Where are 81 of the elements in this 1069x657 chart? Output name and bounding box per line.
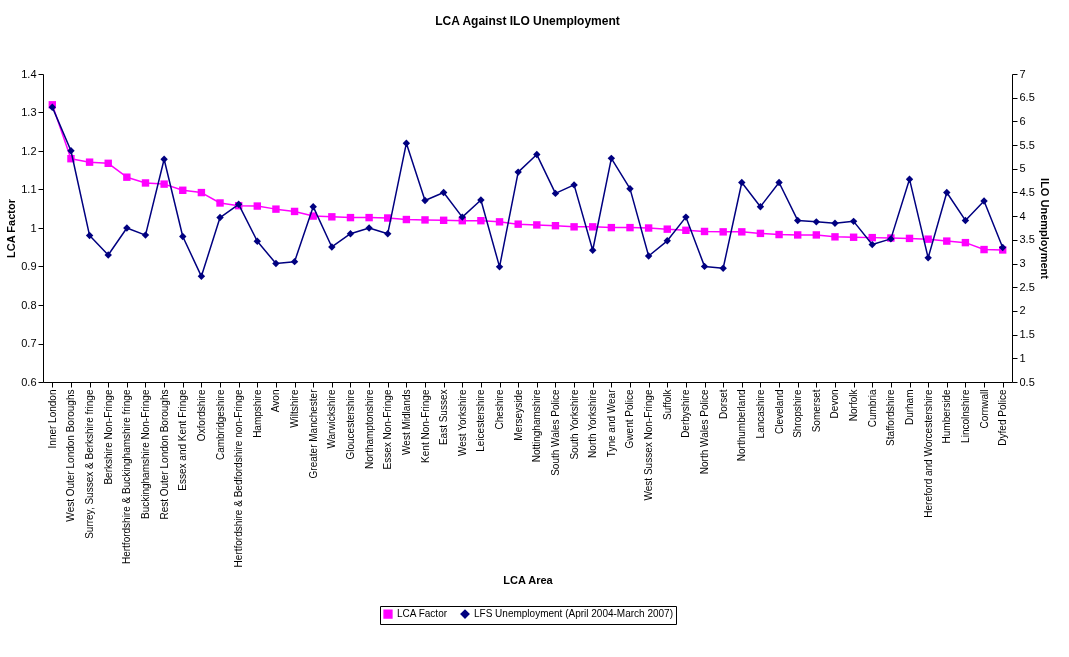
legend-label: LCA Factor xyxy=(397,608,448,620)
y2-tick-label: 1.5 xyxy=(1019,328,1035,341)
x-tick-label: Northumberland xyxy=(736,389,748,462)
legend-label: LFS Unemployment (April 2004-March 2007) xyxy=(474,608,673,620)
x-tick-label: Rest Outer London Boroughs xyxy=(158,389,170,520)
x-tick-label: Wiltshire xyxy=(289,389,301,428)
y2-tick-label: 4 xyxy=(1019,209,1026,222)
x-tick-label: Northamptonshire xyxy=(363,389,375,469)
x-tick-label: Gloucestershire xyxy=(344,389,356,460)
x-tick-label: Cleveland xyxy=(773,389,785,434)
x-tick-label: Tyne and Wear xyxy=(605,388,617,458)
x-tick-label: Leicestershire xyxy=(475,389,487,452)
y2-tick-label: 5.5 xyxy=(1019,138,1035,151)
x-tick-label: Hertfordshire & Buckinghamshire fringe xyxy=(121,389,133,565)
y-tick-label: 1.3 xyxy=(21,106,37,118)
x-tick-label: Avon xyxy=(270,389,282,413)
x-tick-label: South Yorkshire xyxy=(568,389,580,460)
x-tick-label: Hereford and Worcestershire xyxy=(922,389,934,518)
x-tick-label: Greater Manchester xyxy=(307,388,319,479)
x-tick-label: Derbyshire xyxy=(680,389,692,438)
x-tick-label: Nottinghamshire xyxy=(531,389,543,463)
y2-tick-label: 0.5 xyxy=(1019,375,1035,388)
y2-tick-label: 6 xyxy=(1019,114,1026,127)
x-tick-label: West Yorkshire xyxy=(456,389,468,457)
x-tick-label: Hertfordshire & Bedfordshire non-Fringe xyxy=(233,389,245,568)
x-tick-label: Shropshire xyxy=(792,389,804,438)
y2-tick-label: 2 xyxy=(1019,304,1026,317)
x-tick-label: Merseyside xyxy=(512,389,524,441)
x-tick-label: Lancashire xyxy=(754,389,766,439)
y-tick-label: 1 xyxy=(30,221,37,234)
x-tick-label: Berkshire Non-Fringe xyxy=(102,389,114,485)
x-tick-label: Dorset xyxy=(717,389,729,419)
x-tick-label: West Outer London Boroughs xyxy=(65,389,77,522)
x-tick-label: South Wales Police xyxy=(549,389,561,476)
x-tick-label: Hampshire xyxy=(251,389,263,438)
y2-axis-title: ILO Unemployment xyxy=(1038,178,1051,280)
x-tick-label: Surrey, Sussex & Berkshire fringe xyxy=(84,389,96,539)
chart-title: LCA Against ILO Unemployment xyxy=(435,14,620,28)
y-tick-label: 0.6 xyxy=(21,375,37,388)
x-tick-label: West Sussex Non-Fringe xyxy=(643,389,655,501)
x-tick-label: Durham xyxy=(904,389,916,426)
x-tick-label: Inner London xyxy=(46,389,58,449)
y2-tick-label: 3.5 xyxy=(1019,233,1035,246)
x-tick-label: Essex Non-Fringe xyxy=(382,389,394,470)
x-tick-label: West Midlands xyxy=(400,389,412,455)
x-tick-label: Kent Non-Fringe xyxy=(419,389,431,463)
y2-tick-label: 7 xyxy=(1019,67,1026,80)
x-tick-label: Cambridgeshire xyxy=(214,389,226,461)
x-tick-label: Gwent Police xyxy=(624,389,636,449)
y-tick-label: 1.1 xyxy=(21,183,37,195)
x-tick-label: Suffolk xyxy=(661,388,673,420)
x-tick-label: Lincolnshire xyxy=(959,389,971,443)
x-tick-label: Oxfordshire xyxy=(195,389,207,442)
y2-tick-label: 5 xyxy=(1019,162,1026,175)
x-tick-label: Norfolk xyxy=(848,388,860,422)
y2-tick-label: 2.5 xyxy=(1019,280,1035,293)
x-tick-label: Cumbria xyxy=(866,389,878,428)
y-tick-label: 0.9 xyxy=(21,260,37,272)
x-tick-label: Devon xyxy=(829,389,841,419)
x-tick-label: Somerset xyxy=(810,389,822,433)
y2-tick-label: 4.5 xyxy=(1019,185,1035,198)
x-tick-label: Staffordshire xyxy=(885,389,897,447)
x-tick-label: Humberside xyxy=(941,389,953,444)
x-tick-label: Dyfed Police xyxy=(997,389,1009,446)
y2-tick-label: 6.5 xyxy=(1019,91,1035,104)
x-axis-title: LCA Area xyxy=(503,574,554,587)
x-tick-label: North Yorkshire xyxy=(587,389,599,458)
x-tick-label: Buckinghamshire Non-Fringe xyxy=(139,389,151,520)
y-tick-label: 1.4 xyxy=(21,67,37,80)
x-tick-label: East Sussex xyxy=(438,389,450,446)
x-tick-label: Essex and Kent Fringe xyxy=(177,389,189,491)
y-tick-label: 0.8 xyxy=(21,298,37,311)
y-tick-label: 0.7 xyxy=(21,337,37,349)
x-tick-label: Cheshire xyxy=(494,389,506,430)
x-tick-label: North Wales Police xyxy=(699,389,711,475)
y-tick-label: 1.2 xyxy=(21,144,37,157)
y-axis-title: LCA Factor xyxy=(5,198,18,258)
x-tick-label: Cornwall xyxy=(978,389,990,429)
y2-tick-label: 3 xyxy=(1019,257,1026,270)
y2-tick-label: 1 xyxy=(1019,351,1026,364)
x-tick-label: Warwickshire xyxy=(326,389,338,449)
